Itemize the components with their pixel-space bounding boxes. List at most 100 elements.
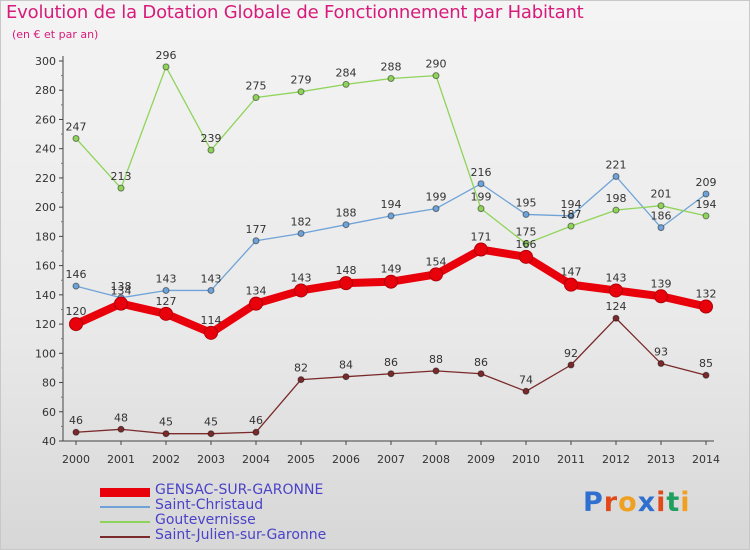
data-label-saint-christaud: 195 [516,196,537,209]
logo-letter: r [603,487,619,518]
data-label-goutevernisse: 175 [516,226,537,239]
x-tick-label: 2002 [152,453,180,466]
legend-label: GENSAC-SUR-GARONNE [155,482,324,498]
data-label-saint-christaud: 186 [651,210,672,223]
y-tick-label: 160 [35,260,56,273]
data-point-saint-christaud [522,210,530,218]
data-label-gensac-sur-garonne: 147 [561,266,582,279]
data-point-saint-christaud [567,212,575,220]
data-label-goutevernisse: 201 [651,188,672,201]
data-point-goutevernisse [342,80,350,88]
data-point-saint-julien-sur-garonne [612,314,620,322]
data-label-goutevernisse: 284 [336,66,357,79]
legend-label: Saint-Julien-sur-Garonne [155,527,327,543]
data-label-gensac-sur-garonne: 143 [291,271,312,284]
data-point-gensac-sur-garonne [519,249,533,264]
y-tick-label: 140 [35,289,56,302]
data-point-saint-christaud [252,237,260,245]
data-point-saint-julien-sur-garonne [117,425,125,433]
data-point-saint-christaud [72,282,80,290]
data-label-saint-julien-sur-garonne: 82 [294,362,308,375]
data-label-saint-julien-sur-garonne: 48 [114,411,128,424]
data-point-saint-christaud [432,205,440,213]
y-tick-label: 40 [42,435,56,448]
legend-label: Goutevernisse [155,512,256,528]
data-label-saint-christaud: 199 [426,191,447,204]
data-point-goutevernisse [522,240,530,248]
data-label-goutevernisse: 290 [426,58,447,71]
chart-title: Evolution de la Dotation Globale de Fonc… [6,2,584,23]
y-tick-label: 240 [35,143,56,156]
x-tick-label: 2006 [332,453,360,466]
data-label-gensac-sur-garonne: 134 [246,285,267,298]
y-tick-label: 220 [35,172,56,185]
legend-swatch [100,521,150,523]
data-label-goutevernisse: 296 [156,49,177,62]
x-tick-label: 2008 [422,453,450,466]
data-point-goutevernisse [117,184,125,192]
data-point-saint-christaud [342,221,350,229]
data-label-saint-christaud: 209 [696,176,717,189]
data-label-saint-julien-sur-garonne: 86 [384,356,398,369]
data-point-saint-julien-sur-garonne [522,387,530,395]
data-labels-layer: 146 138 143 143 177 182 188 194 199 216 195 194 221 1… [66,49,717,429]
data-point-gensac-sur-garonne [429,267,443,282]
data-point-goutevernisse [252,94,260,102]
data-point-gensac-sur-garonne [699,299,713,314]
data-point-saint-christaud [297,229,305,237]
x-tick-label: 2012 [602,453,630,466]
data-point-saint-julien-sur-garonne [567,361,575,369]
data-point-gensac-sur-garonne [384,274,398,289]
data-point-saint-christaud [702,190,710,198]
x-tick-label: 2000 [62,453,90,466]
series-layer [69,63,713,438]
data-label-saint-julien-sur-garonne: 92 [564,347,578,360]
y-tick-label: 280 [35,84,56,97]
data-label-gensac-sur-garonne: 148 [336,264,357,277]
data-point-saint-julien-sur-garonne [342,373,350,381]
x-tick-label: 2013 [647,453,675,466]
x-tick-label: 2014 [692,453,720,466]
data-label-goutevernisse: 288 [381,61,402,74]
data-point-gensac-sur-garonne [654,289,668,304]
legend-swatch [100,488,150,497]
legend-swatch [100,506,150,508]
data-point-goutevernisse [702,212,710,220]
y-tick-label: 200 [35,201,56,214]
y-tick-label: 300 [35,55,56,68]
data-label-goutevernisse: 194 [696,198,717,211]
data-label-saint-julien-sur-garonne: 45 [159,416,173,429]
data-point-saint-christaud [162,286,170,294]
x-tick-label: 2010 [512,453,540,466]
chart-subtitle: (en € et par an) [12,28,99,41]
data-point-goutevernisse [297,88,305,96]
data-point-goutevernisse [567,222,575,230]
data-label-gensac-sur-garonne: 166 [516,238,537,251]
data-point-goutevernisse [432,72,440,80]
data-point-saint-julien-sur-garonne [162,430,170,438]
data-label-saint-christaud: 188 [336,207,357,220]
x-tick-label: 2003 [197,453,225,466]
data-label-saint-christaud: 177 [246,223,267,236]
data-point-saint-julien-sur-garonne [297,376,305,384]
data-label-saint-julien-sur-garonne: 45 [204,416,218,429]
data-point-saint-julien-sur-garonne [207,430,215,438]
data-label-gensac-sur-garonne: 114 [201,314,222,327]
data-label-saint-julien-sur-garonne: 85 [699,357,713,370]
data-label-goutevernisse: 213 [111,170,132,183]
data-point-saint-julien-sur-garonne [657,360,665,368]
data-point-goutevernisse [387,75,395,83]
data-point-goutevernisse [207,146,215,154]
data-label-saint-julien-sur-garonne: 86 [474,356,488,369]
x-tick-label: 2009 [467,453,495,466]
data-point-saint-julien-sur-garonne [252,428,260,436]
data-label-saint-julien-sur-garonne: 46 [69,414,83,427]
x-tick-label: 2007 [377,453,405,466]
data-point-goutevernisse [72,134,80,142]
x-tick-label: 2005 [287,453,315,466]
data-label-gensac-sur-garonne: 149 [381,263,402,276]
proxiti-logo: Proxiti [583,487,691,518]
data-point-gensac-sur-garonne [474,242,488,257]
logo-letter: o [618,487,638,518]
